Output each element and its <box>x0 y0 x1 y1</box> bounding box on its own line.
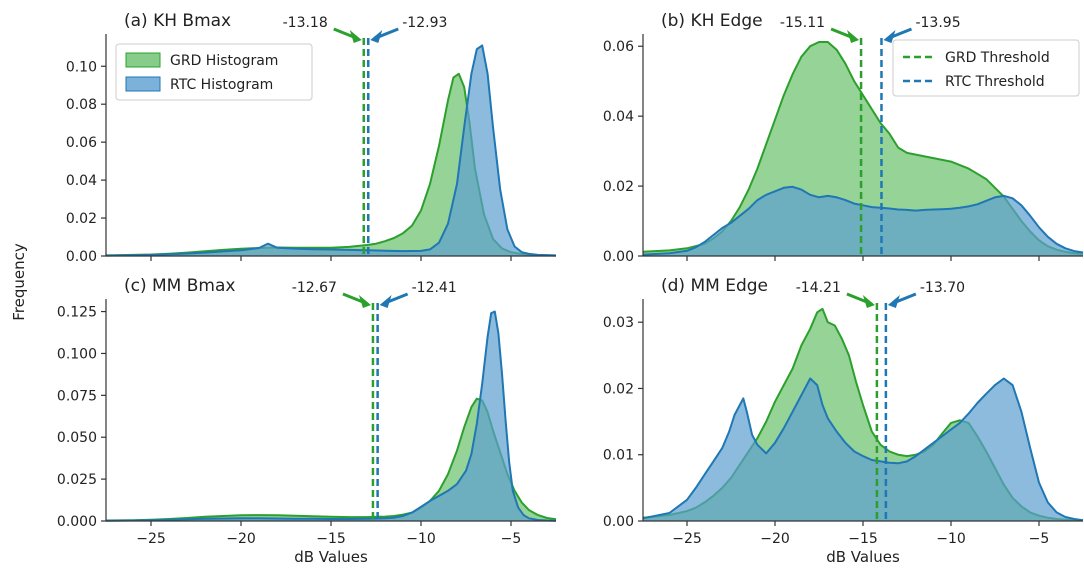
arrow-head <box>847 30 860 43</box>
grd-threshold-label: -14.21 <box>796 280 841 296</box>
panel-title: (a) KH Bmax <box>124 11 231 31</box>
arrow-shaft <box>890 27 913 39</box>
x-tick-label: −25 <box>136 531 166 547</box>
panel-1: 0.00 0.02 0.04 0.06 (b) KH Edge -15.11 -13.95 G… <box>603 11 1084 265</box>
figure-ylabel: Frequency <box>10 243 28 321</box>
series-area-rtc <box>106 311 556 521</box>
series-area-rtc <box>643 378 1083 521</box>
y-tick-label: 0.02 <box>66 211 97 227</box>
x-tick-label: −10 <box>406 531 436 547</box>
arrow-shaft <box>342 292 364 304</box>
series-area-grd <box>106 73 556 256</box>
grd-threshold-arrow <box>342 292 371 308</box>
y-tick-label: 0.00 <box>66 249 97 265</box>
arrow-shaft <box>377 27 399 39</box>
legend-label-grd: GRD Histogram <box>170 53 278 69</box>
rtc-threshold-label: -12.41 <box>412 280 457 296</box>
y-tick-label: 0.03 <box>603 315 634 331</box>
grd-threshold-arrow <box>333 27 362 43</box>
rtc-threshold-arrow <box>883 27 913 43</box>
legend-label-rtc: RTC Histogram <box>170 77 273 93</box>
grd-threshold-label: -15.11 <box>780 15 825 31</box>
y-tick-label: 0.00 <box>603 514 634 530</box>
rtc-threshold-label: -13.70 <box>920 280 965 296</box>
y-tick-label: 0.025 <box>57 472 97 488</box>
series-area-rtc <box>106 45 556 257</box>
x-tick-label: −20 <box>226 531 256 547</box>
legend-box <box>115 43 313 101</box>
series-area-rtc <box>643 186 1083 256</box>
series-area-grd <box>643 42 1083 256</box>
x-tick-label: −15 <box>848 531 878 547</box>
grd-threshold-label: -13.18 <box>283 15 328 31</box>
grd-threshold-arrow <box>830 27 860 43</box>
arrow-head <box>379 295 392 308</box>
arrow-head <box>358 295 371 308</box>
arrow-head <box>887 295 900 308</box>
y-tick-label: 0.06 <box>66 135 97 151</box>
x-tick-label: −5 <box>1029 531 1050 547</box>
x-tick-label: −20 <box>760 531 790 547</box>
panel-3: 0.00 0.01 0.02 0.03 −25 −20 −15 −10 −5 dB Values (… <box>603 276 1084 566</box>
panel-title: (c) MM Bmax <box>124 276 235 296</box>
x-tick-label: −25 <box>672 531 702 547</box>
rtc-threshold-label: -12.93 <box>402 15 447 31</box>
series-line-rtc <box>642 377 1084 522</box>
arrow-shaft <box>895 292 917 304</box>
rtc-threshold-arrow <box>379 292 409 308</box>
y-tick-label: 0.08 <box>66 97 97 113</box>
panel-2: 0.000 0.025 0.050 0.075 0.100 0.125 −25 −20 −15 −… <box>57 276 557 566</box>
grd-threshold-arrow <box>846 292 875 308</box>
panel-0: 0.00 0.02 0.04 0.06 0.08 0.10 (a) KH Bmax -13.1… <box>66 11 557 265</box>
arrow-shaft <box>830 27 852 39</box>
series-line-rtc <box>642 185 1084 256</box>
rtc-threshold-arrow <box>370 27 399 43</box>
y-tick-label: 0.100 <box>57 346 97 362</box>
series-line-rtc <box>105 44 557 257</box>
x-tick-label: −5 <box>501 531 522 547</box>
legend-box <box>892 39 1080 97</box>
legend-histogram: GRD Histogram RTC Histogram <box>115 43 313 101</box>
rtc-threshold-arrow <box>887 292 917 308</box>
rtc-threshold-label: -13.95 <box>915 15 960 31</box>
arrow-head <box>862 295 875 308</box>
x-tick-label: −10 <box>936 531 966 547</box>
arrow-head <box>349 30 362 43</box>
y-tick-label: 0.000 <box>57 514 97 530</box>
x-axis-label: dB Values <box>294 548 368 564</box>
panel-title: (d) MM Edge <box>661 276 768 296</box>
x-axis-label: dB Values <box>826 548 900 564</box>
y-tick-label: 0.06 <box>603 39 634 55</box>
y-tick-label: 0.04 <box>66 173 97 189</box>
y-tick-label: 0.01 <box>603 448 634 464</box>
series-area-grd <box>106 398 556 521</box>
y-tick-label: 0.00 <box>603 249 634 265</box>
legend-swatch-rtc <box>125 76 161 92</box>
y-tick-label: 0.02 <box>603 179 634 195</box>
arrow-shaft <box>333 27 355 39</box>
x-tick-label: −15 <box>316 531 346 547</box>
y-tick-label: 0.050 <box>57 430 97 446</box>
arrow-shaft <box>846 292 868 304</box>
arrow-shaft <box>387 292 409 304</box>
arrow-head <box>883 30 896 43</box>
arrow-head <box>370 30 383 43</box>
y-tick-label: 0.075 <box>57 388 97 404</box>
grd-threshold-label: -12.67 <box>292 280 337 296</box>
panel-title: (b) KH Edge <box>661 11 763 31</box>
y-tick-label: 0.10 <box>66 59 97 75</box>
y-tick-label: 0.04 <box>603 109 634 125</box>
y-tick-label: 0.125 <box>57 305 97 321</box>
legend-label-rtc: RTC Threshold <box>945 74 1045 90</box>
legend-swatch-grd <box>125 52 161 68</box>
legend-label-grd: GRD Threshold <box>945 50 1050 66</box>
legend-threshold: GRD Threshold RTC Threshold <box>892 39 1080 97</box>
series-line-rtc <box>105 310 557 522</box>
y-tick-label: 0.02 <box>603 381 634 397</box>
